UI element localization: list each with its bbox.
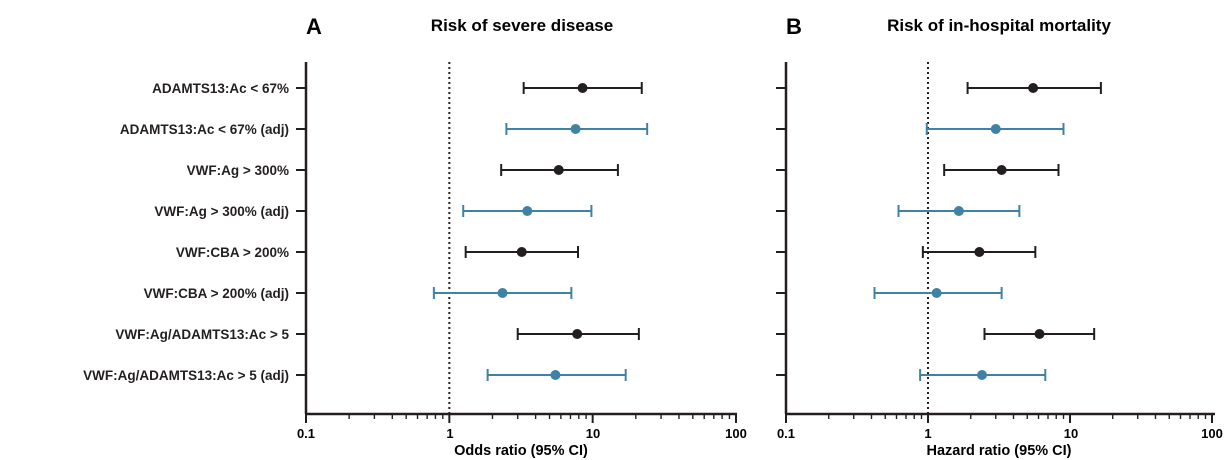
- panel-a-tick-label: 10: [586, 426, 600, 441]
- point-estimate: [570, 124, 581, 134]
- panel-b-tick-label: 1: [924, 426, 931, 441]
- panel-a-minor-ticks: [305, 414, 737, 423]
- point-estimate: [572, 329, 583, 339]
- panel-a-tick-labels: 0.1 1 10 100: [297, 426, 747, 441]
- panel-b-tick-labels: 0.1 1 10 100: [777, 426, 1223, 441]
- panel-b-tick-label: 10: [1064, 426, 1078, 441]
- panel-a-title: Risk of severe disease: [431, 16, 613, 35]
- panel-b-x-axis-title: Hazard ratio (95% CI): [926, 443, 1071, 459]
- panel-a-letter: A: [306, 14, 322, 39]
- point-estimate: [577, 83, 588, 93]
- panel-b-tick-label: 0.1: [777, 426, 795, 441]
- panel-b-minor-ticks: [785, 414, 1213, 423]
- point-estimate: [497, 288, 508, 298]
- point-estimate: [522, 206, 533, 216]
- point-estimate: [516, 247, 527, 257]
- panel-a-tick-label: 0.1: [297, 426, 315, 441]
- row-label: VWF:Ag > 300%: [187, 163, 289, 178]
- panel-b-letter: B: [786, 14, 802, 39]
- row-label: VWF:Ag/ADAMTS13:Ac > 5: [115, 327, 289, 342]
- point-estimate: [931, 288, 942, 298]
- point-estimate: [974, 247, 985, 257]
- panel-a-tick-label: 1: [446, 426, 453, 441]
- panel-b-tick-label: 100: [1201, 426, 1223, 441]
- row-label: VWF:CBA > 200%: [176, 245, 289, 260]
- point-estimate: [996, 165, 1007, 175]
- row-label: VWF:Ag/ADAMTS13:Ac > 5 (adj): [83, 368, 289, 383]
- row-label: ADAMTS13:Ac < 67%: [152, 81, 289, 96]
- point-estimate: [1034, 329, 1045, 339]
- panel-b: B Risk of in-hospital mortality 0.1 1 10…: [776, 14, 1223, 459]
- panel-a: A Risk of severe disease 0.1 1 10 100 Od…: [83, 14, 747, 459]
- point-estimate: [553, 165, 564, 175]
- point-estimate: [1028, 83, 1039, 93]
- point-estimate: [953, 206, 964, 216]
- row-label: ADAMTS13:Ac < 67% (adj): [120, 122, 289, 137]
- point-estimate: [550, 370, 561, 380]
- panel-b-title: Risk of in-hospital mortality: [887, 16, 1111, 35]
- panel-a-x-axis-title: Odds ratio (95% CI): [454, 443, 588, 459]
- panel-a-tick-label: 100: [725, 426, 747, 441]
- row-label: VWF:CBA > 200% (adj): [144, 286, 289, 301]
- panel-a-rows: ADAMTS13:Ac < 67% ADAMTS13:Ac < 67% (adj)…: [83, 62, 649, 414]
- panel-b-rows: [776, 62, 1102, 414]
- row-label: VWF:Ag > 300% (adj): [154, 204, 289, 219]
- point-estimate: [976, 370, 987, 380]
- point-estimate: [990, 124, 1001, 134]
